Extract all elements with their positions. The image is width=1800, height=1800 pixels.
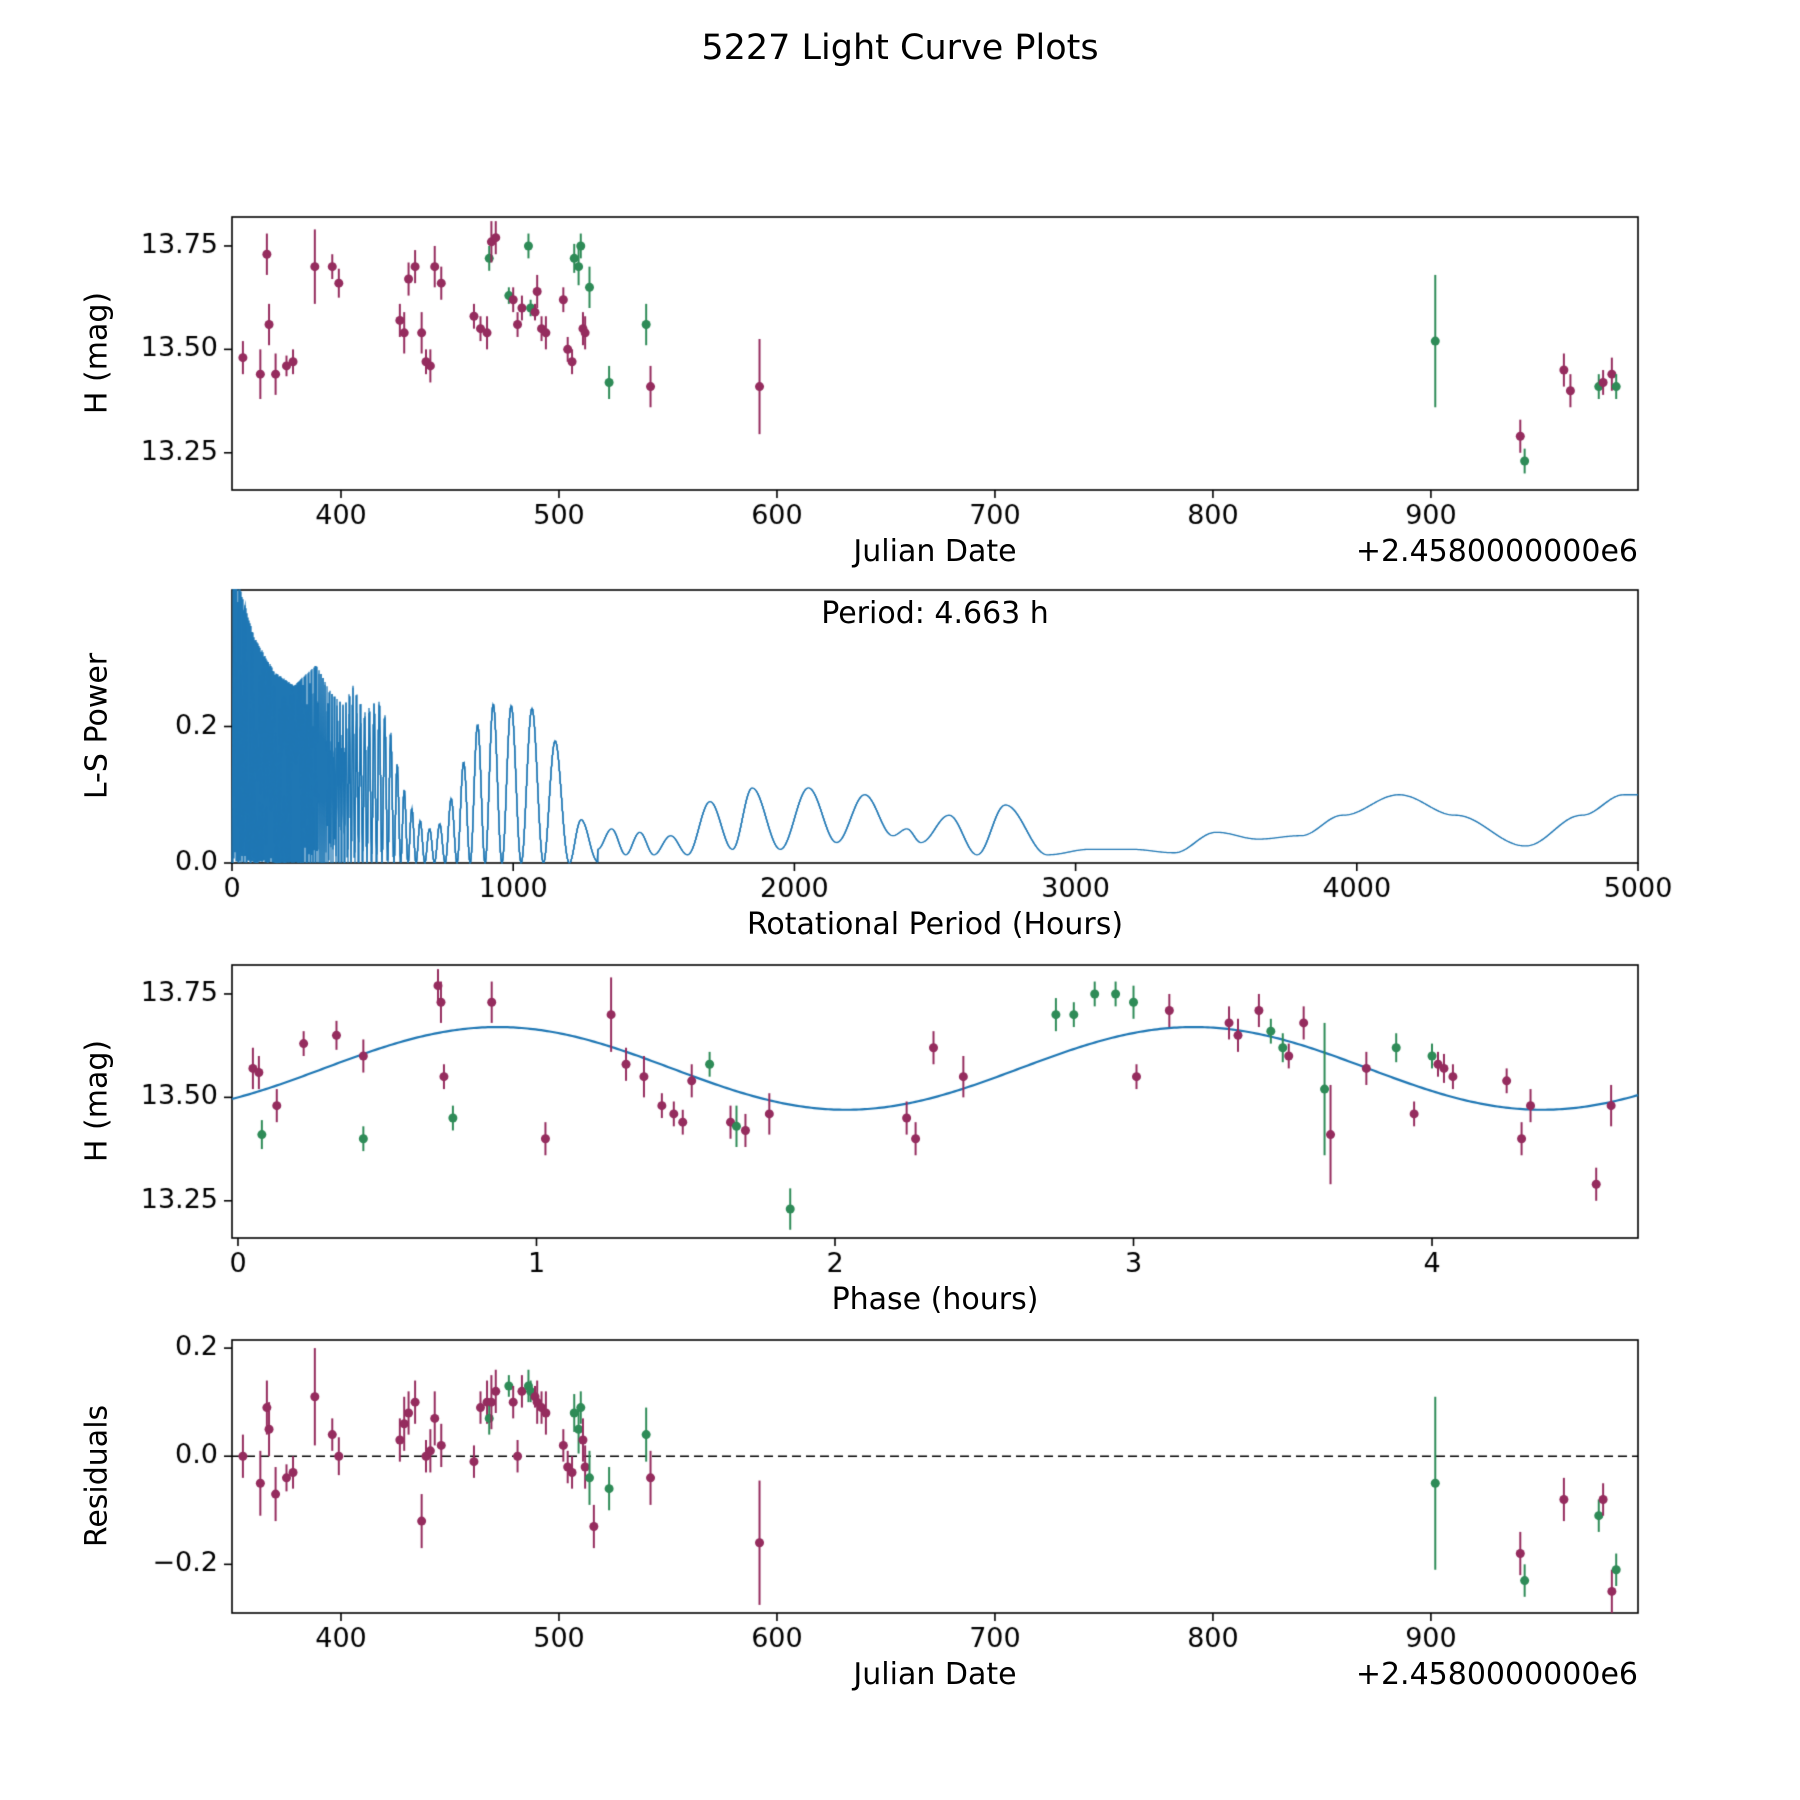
x-offset-residuals: +2.4580000000e6 <box>1355 1657 1638 1692</box>
figure-title: 5227 Light Curve Plots <box>701 28 1099 68</box>
ylabel-phased: H (mag) <box>79 1039 115 1163</box>
period-annotation: Period: 4.663 h <box>821 596 1049 631</box>
x-offset-light-curve: +2.4580000000e6 <box>1355 534 1638 569</box>
xlabel-periodogram: Rotational Period (Hours) <box>746 907 1124 942</box>
ylabel-light-curve: H (mag) <box>79 291 115 415</box>
xlabel-light-curve: Julian Date <box>853 534 1017 569</box>
xlabel-phased: Phase (hours) <box>831 1282 1039 1317</box>
ylabel-residuals: Residuals <box>79 1404 115 1548</box>
ylabel-periodogram: L-S Power <box>79 652 115 800</box>
xlabel-residuals: Julian Date <box>853 1657 1017 1692</box>
